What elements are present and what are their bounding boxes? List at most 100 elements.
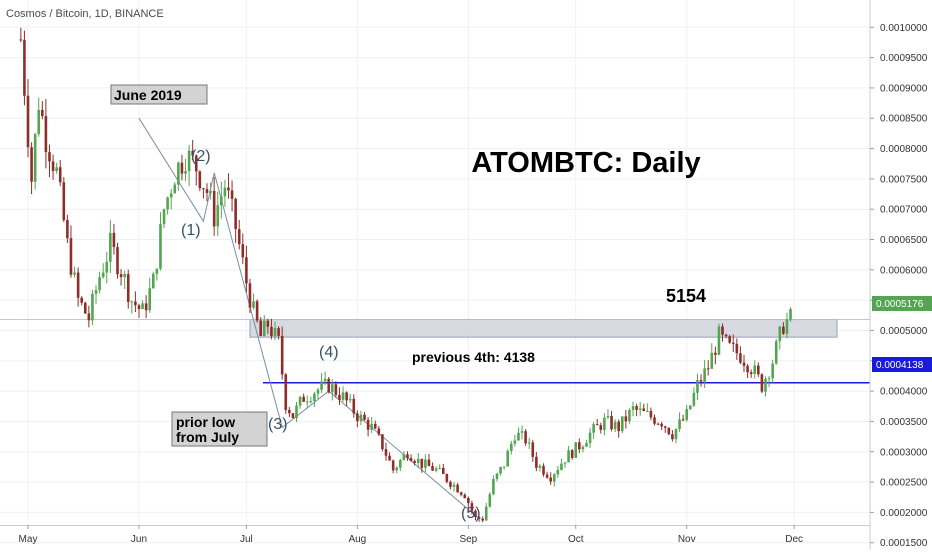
candle-body [689,405,692,410]
price-axis[interactable]: 0.0010000 0.0009500 0.0009000 0.0008500 0.00… [870,23,928,549]
candle-body [524,431,527,444]
candle-body [76,272,80,298]
candle-body [721,326,724,335]
candle-body [488,494,492,507]
candle-body [746,365,749,373]
resistance-zone [249,319,838,338]
candle-body [334,384,338,395]
resistance-label: 5154 [666,286,706,306]
candle-body [714,352,717,355]
candle-body [789,309,792,320]
candle-body [731,342,735,344]
candle-body [252,301,255,308]
x-tick-label: Sep [459,534,477,545]
candle-body [506,450,510,467]
wave-lines [138,117,480,519]
june-label-box [110,84,208,105]
candle-body [477,517,481,519]
candle-body [459,492,463,495]
candle-body [87,313,91,321]
candle-body [463,494,467,498]
candle-body [510,443,513,451]
candle-body [130,301,134,303]
candle-body [563,462,567,464]
candle-body [37,109,41,135]
x-tick-label: Oct [568,534,584,545]
candle-body [696,380,699,393]
candle-body [119,274,123,278]
candle-body [105,261,109,273]
x-tick-label: Jul [240,534,253,545]
candle-body [778,326,782,342]
candle-body [363,414,366,420]
candle-body [739,353,742,363]
candle-body [749,372,753,374]
candle-body [166,197,169,210]
candle-body [527,442,531,444]
candle-body [570,450,574,458]
candle-body [399,460,402,468]
y-tick-label: 0.0008500 [880,114,928,125]
candle-body [391,460,395,471]
candle-body [262,320,266,336]
candle-body [413,461,416,463]
candle-body [26,95,30,148]
candle-body [782,326,785,334]
last-price-badge [872,296,932,311]
candle-body [377,428,381,435]
candle-body [588,432,592,444]
y-tick-label: 0.0010000 [880,23,928,34]
candle-body [409,458,413,462]
elliott-wave-line [138,117,480,519]
candle-body [624,416,628,422]
candle-body [384,449,388,456]
candle-body [177,162,180,185]
candle-body [646,410,649,412]
candle-body [101,272,105,278]
candle-body [288,409,291,414]
y-tick-label: 0.0003500 [880,417,928,428]
candle-body [549,477,552,482]
candle-body [427,459,431,467]
candle-body [467,497,470,504]
symbol-title: Cosmos / Bitcoin, 1D, BINANCE [6,8,164,20]
candle-body [23,39,26,96]
candle-body [681,419,685,421]
time-axis[interactable]: May Jun Jul Aug Sep Oct Nov Dec [19,525,803,545]
candle-body [141,303,144,309]
wave-4-label: (4) [319,344,339,361]
candle-body [320,381,323,390]
candle-body [785,319,789,334]
x-tick-label: Dec [785,534,803,545]
candle-body [212,190,216,227]
y-tick-label: 0.0007000 [880,205,928,216]
candle-body [445,474,449,482]
resistance-zone-layer [0,319,870,384]
candle-body [373,423,377,429]
candle-body [585,443,588,447]
candle-body [338,394,341,400]
prior-low-box [171,411,268,447]
prior-low-line1: prior low [176,414,235,430]
x-tick-label: May [19,534,38,545]
candle-body [41,109,44,117]
candle-body [255,301,259,321]
candle-body [474,510,477,518]
candle-body [159,224,162,269]
y-tick-label: 0.0002500 [880,478,928,489]
candle-body [441,467,445,475]
candle-body [470,503,474,511]
candle-body [535,456,538,468]
candle-body [653,417,656,424]
june-label: June 2019 [114,87,182,103]
candle-body [66,219,69,239]
candle-body [245,257,248,284]
candle-body [424,459,427,468]
wave-1-label: (1) [181,222,201,239]
candle-body [560,463,563,470]
y-tick-label: 0.0009500 [880,53,928,64]
candle-body [280,335,284,375]
candle-body [499,467,502,474]
wave-2-label: (2) [191,148,211,165]
candle-body [48,152,51,162]
